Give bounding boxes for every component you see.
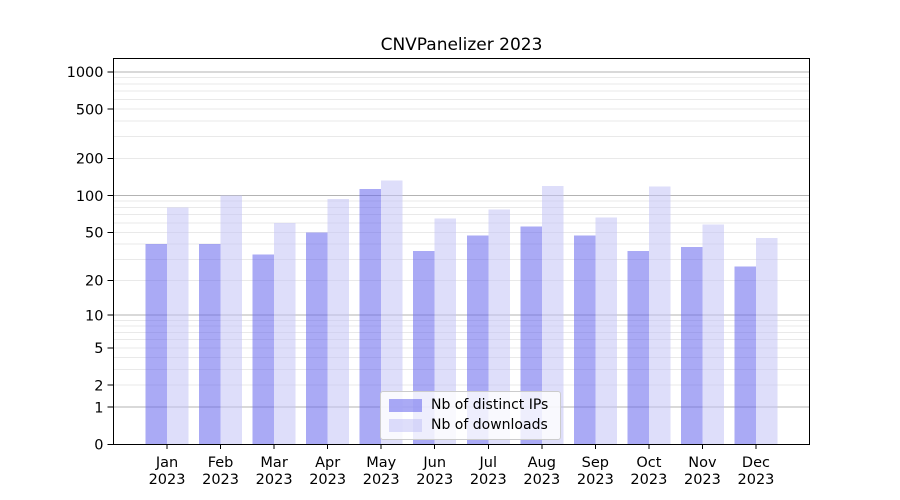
bar-downloads-apr [327, 198, 350, 445]
x-tick-label-year: 2023 [416, 472, 453, 488]
bar-ips-feb [199, 244, 221, 445]
x-tick-label-month: Nov [688, 455, 717, 471]
bars-downloads [167, 180, 778, 445]
x-tick-label-year: 2023 [149, 472, 186, 488]
x-tick-label-month: Jan [155, 455, 178, 471]
y-tick-label: 1000 [67, 65, 104, 81]
x-tick-label-month: Aug [528, 455, 556, 471]
x-tick-label-month: Dec [742, 455, 770, 471]
x-tick-label-year: 2023 [202, 472, 239, 488]
x-tick-label-month: Jul [479, 455, 498, 471]
bar-downloads-nov [702, 224, 724, 445]
legend-label-downloads: Nb of downloads [431, 417, 548, 433]
x-tick-label-month: Oct [636, 455, 661, 471]
y-tick-label: 200 [76, 152, 104, 168]
plot-border [113, 58, 810, 445]
y-axis: 0 1 2 5 10 20 50 100 200 500 1000 [67, 65, 114, 454]
x-tick-label-month: Mar [260, 455, 287, 471]
x-tick-label-month: May [366, 455, 396, 471]
bar-ips-aug [520, 226, 542, 445]
legend-swatch-downloads-icon [389, 419, 422, 432]
x-tick-label-year: 2023 [309, 472, 346, 488]
bar-ips-dec [734, 266, 756, 445]
bar-downloads-jun [434, 218, 457, 445]
y-tick-label: 0 [94, 438, 103, 454]
y-tick-label: 500 [76, 102, 104, 118]
x-axis: Jan2023Feb2023Mar2023Apr2023May2023Jun20… [149, 444, 775, 488]
bar-downloads-feb [220, 195, 243, 445]
x-tick-label-month: Sep [582, 455, 609, 471]
bar-downloads-dec [755, 237, 778, 445]
y-tick-label: 1 [94, 400, 103, 416]
bar-downloads-oct [648, 186, 671, 445]
x-tick-label-month: Jun [422, 455, 446, 471]
x-tick-label-month: Feb [208, 455, 234, 471]
bar-ips-may [359, 189, 382, 445]
legend-label-distinct-ips: Nb of distinct IPs [431, 397, 549, 413]
bar-downloads-sep [595, 217, 617, 445]
y-tick-label: 10 [85, 308, 103, 324]
bar-ips-nov [680, 246, 703, 445]
x-tick-label-year: 2023 [363, 472, 400, 488]
bar-ips-jan [145, 244, 168, 445]
page-title: CNVPanelizer 2023 [380, 35, 543, 55]
bar-ips-oct [627, 251, 649, 445]
y-tick-label: 2 [94, 378, 103, 394]
bar-downloads-may [381, 180, 403, 445]
bar-downloads-jul [488, 209, 510, 445]
bar-ips-apr [306, 232, 328, 445]
x-tick-label-year: 2023 [630, 472, 667, 488]
bar-ips-mar [252, 254, 275, 445]
x-tick-label-year: 2023 [470, 472, 507, 488]
x-tick-label-year: 2023 [256, 472, 293, 488]
bar-downloads-aug [541, 185, 564, 445]
legend: Nb of distinct IPs Nb of downloads [380, 391, 562, 440]
bar-ips-sep [573, 235, 596, 445]
legend-item-distinct-ips: Nb of distinct IPs [389, 397, 548, 414]
x-tick-label-year: 2023 [684, 472, 721, 488]
legend-swatch-distinct-ips-icon [389, 399, 422, 412]
x-tick-label-year: 2023 [523, 472, 560, 488]
y-tick-label: 100 [76, 189, 104, 205]
y-tick-label: 5 [94, 341, 103, 357]
x-tick-label-year: 2023 [577, 472, 614, 488]
x-tick-label-month: Apr [315, 455, 340, 471]
y-tick-label: 20 [85, 274, 103, 290]
bar-downloads-jan [167, 207, 189, 445]
x-tick-label-year: 2023 [738, 472, 775, 488]
bar-downloads-mar [274, 222, 296, 445]
legend-item-downloads: Nb of downloads [389, 417, 548, 434]
y-tick-label: 50 [85, 226, 103, 242]
